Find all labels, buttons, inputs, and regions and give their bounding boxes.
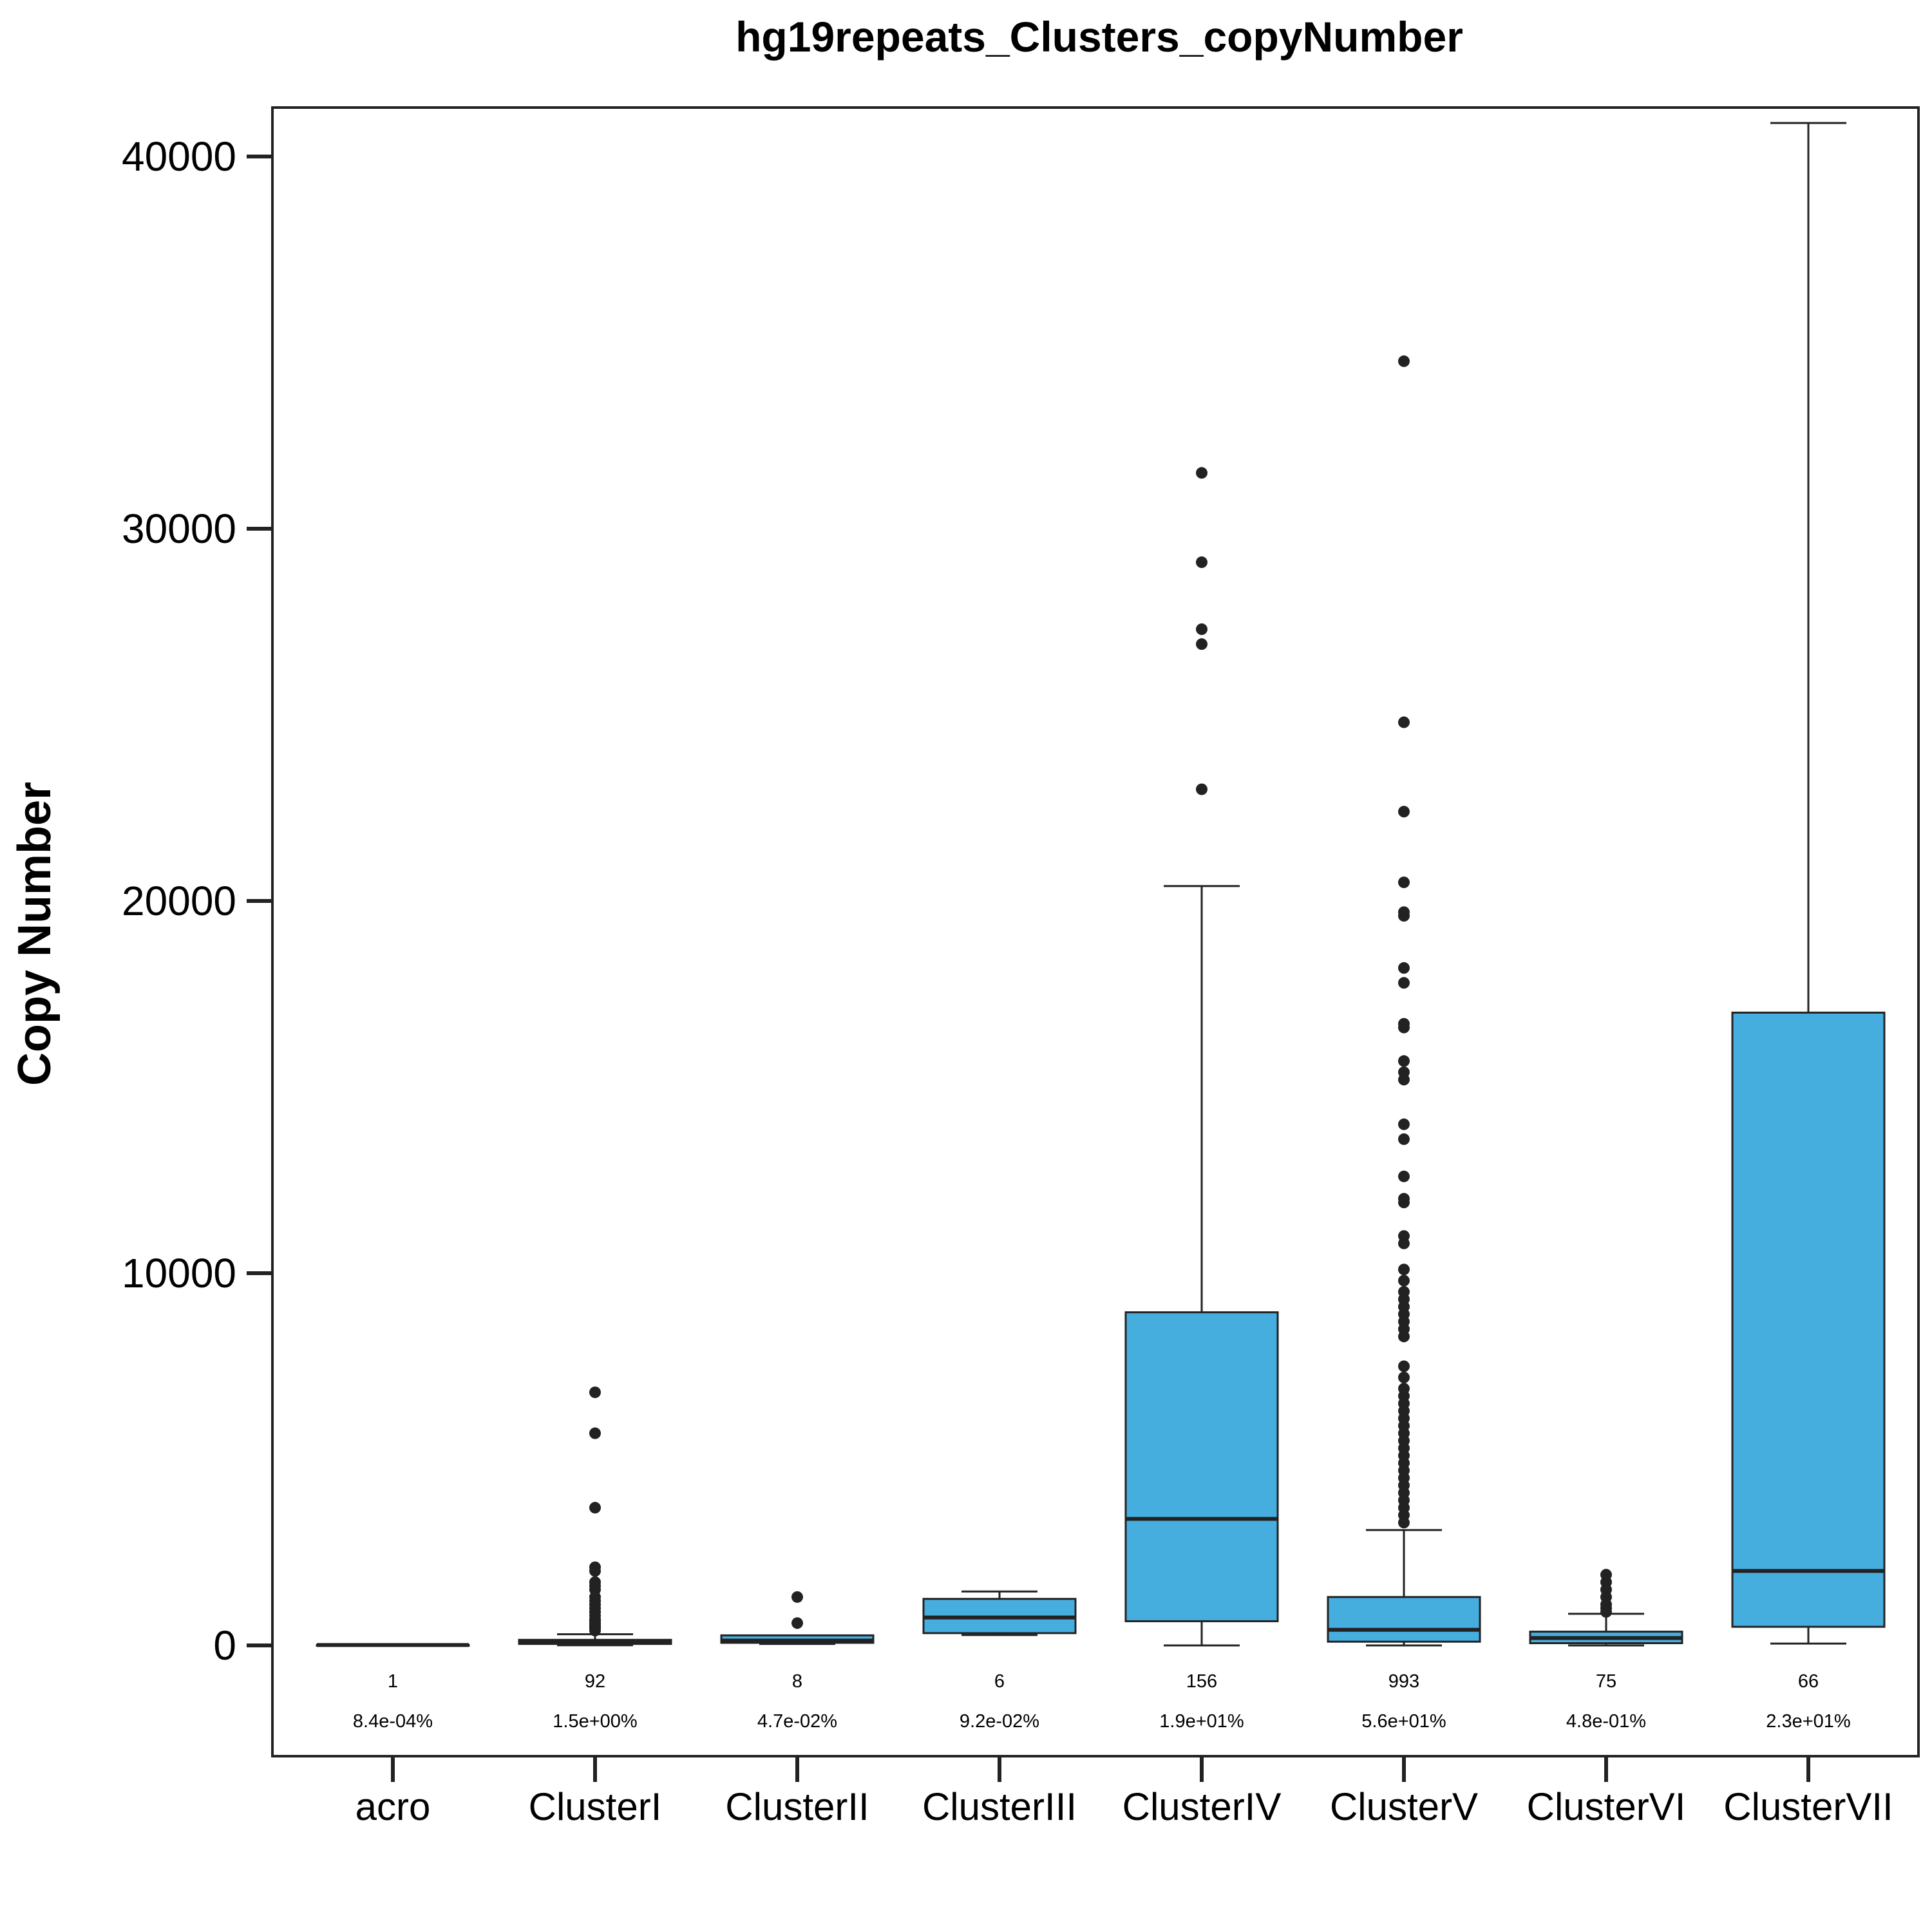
outlier-point (1196, 623, 1208, 636)
x-axis: acro ClusterI ClusterII ClusterIII ClusterIV… (355, 1756, 1893, 1828)
outlier-point (1196, 467, 1208, 479)
outlier-point (1398, 1371, 1410, 1383)
outlier-point (589, 1624, 601, 1636)
outlier-point (1398, 1360, 1410, 1372)
outlier-point (1398, 1118, 1410, 1130)
x-tick-label: ClusterI (529, 1785, 662, 1828)
y-tick-label: 40000 (122, 133, 236, 180)
plot-frame (271, 106, 1920, 1757)
percent-label: 1.5e+00% (553, 1711, 637, 1732)
y-tick-label: 20000 (122, 878, 236, 924)
percent-label: 9.2e-02% (960, 1711, 1039, 1732)
count-label: 66 (1798, 1671, 1819, 1692)
outlier-point (1398, 1021, 1410, 1034)
outlier-point (791, 1591, 803, 1603)
percent-label: 2.3e+01% (1766, 1711, 1850, 1732)
outlier-point (1600, 1605, 1612, 1618)
percent-label: 5.6e+01% (1361, 1711, 1446, 1732)
count-label: 75 (1596, 1671, 1616, 1692)
outlier-point (1398, 1264, 1410, 1276)
outlier-point (589, 1386, 601, 1398)
outlier-point (1398, 1170, 1410, 1182)
x-tick-label: ClusterIV (1122, 1785, 1282, 1828)
outlier-point (1196, 556, 1208, 569)
outlier-point (1398, 1517, 1410, 1529)
outlier-point (589, 1565, 601, 1577)
box-ClusterVII (1731, 122, 1886, 1645)
outlier-point (1398, 1274, 1410, 1287)
box-ClusterI (518, 1386, 672, 1647)
outlier-point (1398, 1237, 1410, 1249)
outlier-point (1398, 977, 1410, 989)
x-tick-label: ClusterVI (1527, 1785, 1686, 1828)
box-ClusterIV (1124, 467, 1279, 1647)
y-tick-label: 0 (213, 1622, 236, 1669)
x-tick-label: ClusterII (725, 1785, 869, 1828)
box-ClusterV (1327, 355, 1481, 1647)
outlier-point (1398, 716, 1410, 728)
chart-title: hg19repeats_Clusters_copyNumber (735, 13, 1463, 61)
box-ClusterIII (922, 1590, 1077, 1636)
outlier-point (589, 1427, 601, 1439)
percent-label: 1.9e+01% (1159, 1711, 1244, 1732)
outlier-point (1398, 1074, 1410, 1086)
outlier-point (1398, 1055, 1410, 1067)
y-axis: 0 10000 20000 30000 40000 (122, 133, 272, 1669)
outlier-point (1398, 876, 1410, 889)
outlier-point (1398, 910, 1410, 922)
box-iqr (1731, 1011, 1886, 1628)
outlier-point (1398, 806, 1410, 818)
count-label: 1 (388, 1671, 398, 1692)
box-ClusterII (720, 1591, 875, 1645)
x-tick-label: acro (355, 1785, 431, 1828)
box-ClusterVI (1529, 1569, 1683, 1647)
outlier-point (1398, 1197, 1410, 1209)
count-label: 993 (1388, 1671, 1419, 1692)
y-tick-label: 30000 (122, 506, 236, 552)
outlier-point (1398, 962, 1410, 974)
outlier-point (1196, 638, 1208, 650)
count-annotations: 1 8.4e-04% 92 1.5e+00% 8 4.7e-02% 6 9.2e-02% 156… (353, 1671, 1851, 1732)
percent-label: 4.7e-02% (757, 1711, 837, 1732)
y-tick-label: 10000 (122, 1250, 236, 1296)
outlier-point (1398, 1331, 1410, 1343)
boxplot-series (316, 122, 1886, 1647)
box-iqr (1124, 1311, 1279, 1622)
box-iqr (1327, 1596, 1481, 1643)
x-tick-label: ClusterIII (922, 1785, 1077, 1828)
outlier-point (1398, 1133, 1410, 1145)
count-label: 92 (585, 1671, 605, 1692)
count-label: 156 (1186, 1671, 1217, 1692)
x-tick-label: ClusterV (1330, 1785, 1478, 1828)
outlier-point (589, 1502, 601, 1514)
outlier-point (1196, 783, 1208, 795)
outlier-point (791, 1617, 803, 1629)
percent-label: 8.4e-04% (353, 1711, 433, 1732)
outlier-point (1398, 355, 1410, 367)
count-label: 8 (792, 1671, 802, 1692)
count-label: 6 (994, 1671, 1005, 1692)
x-tick-label: ClusterVII (1723, 1785, 1893, 1828)
percent-label: 4.8e-01% (1566, 1711, 1646, 1732)
y-axis-label: Copy Number (9, 782, 61, 1086)
